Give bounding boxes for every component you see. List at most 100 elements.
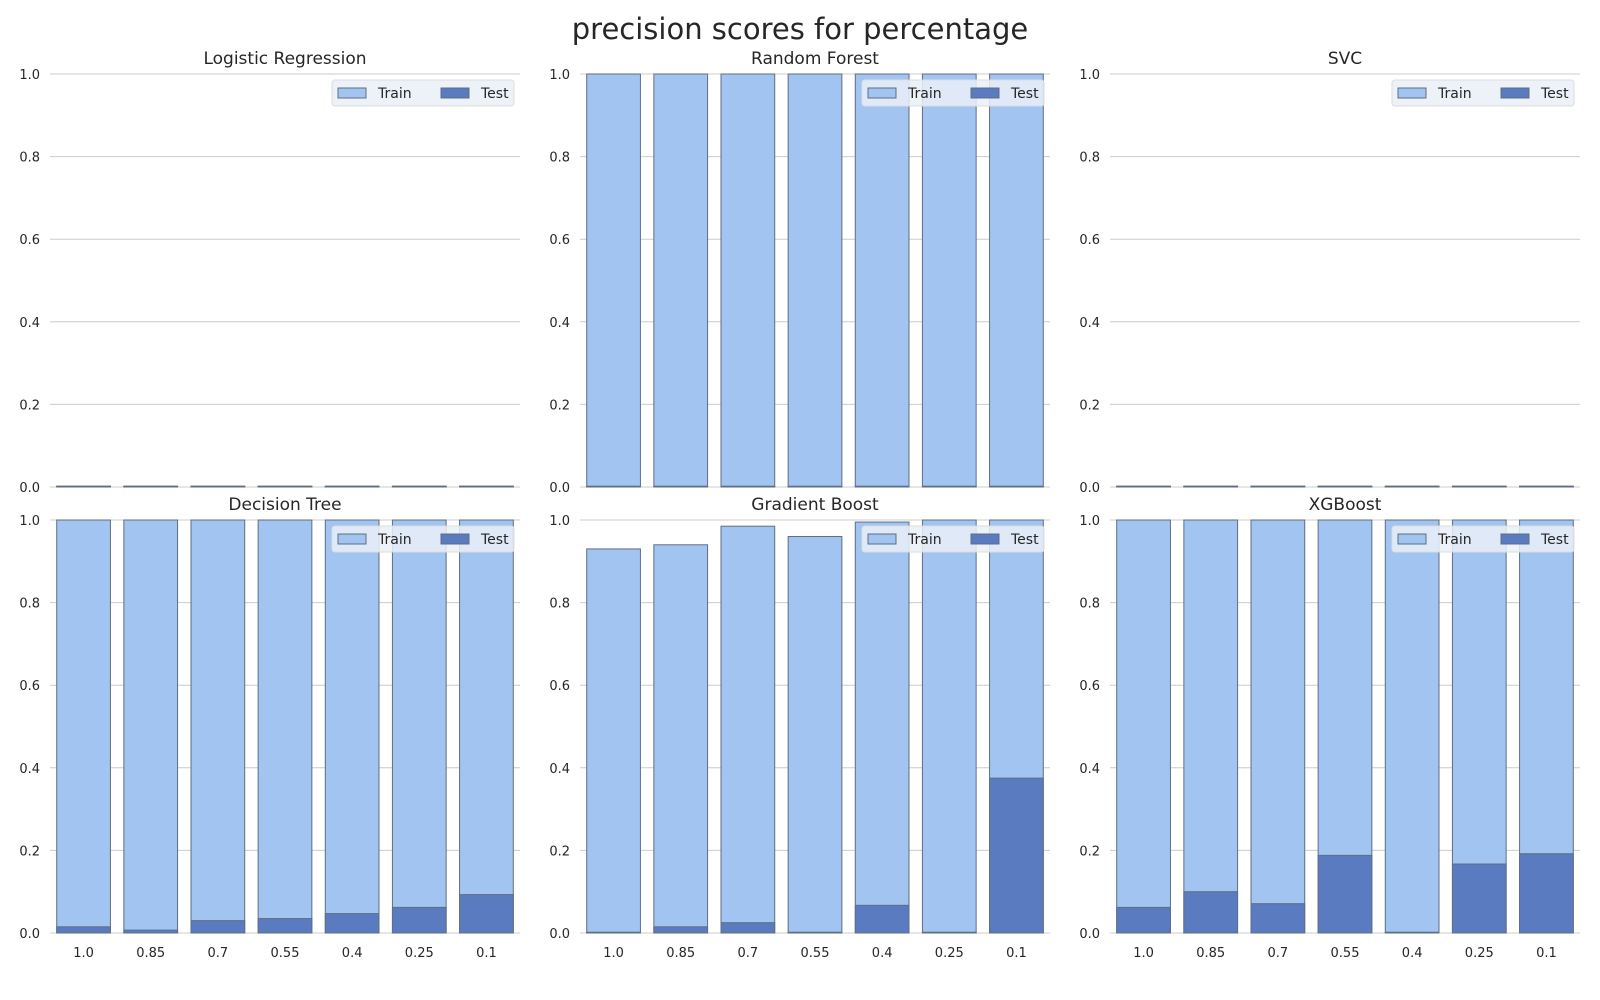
bar-test-0.55 [1317, 854, 1373, 934]
y-tick-label: 0.2 [549, 844, 570, 859]
subplot-logistic-regression: 0.0 0.2 0.4 0.6 0.8 1.0 Logistic Regression Tra… [19, 49, 520, 496]
bar-test-0.25 [921, 931, 977, 934]
subplot-title: Decision Tree [228, 495, 341, 515]
bar-train-1.0 [586, 73, 641, 488]
bar-test-0.1 [1519, 485, 1574, 488]
x-tick-label: 0.55 [271, 946, 300, 961]
legend: Train Test [861, 79, 1045, 107]
y-tick-label: 0.8 [549, 597, 570, 612]
y-tick-label: 0.8 [549, 151, 570, 166]
bar-test-0.4 [1384, 931, 1440, 934]
bar-test-0.7 [190, 920, 246, 934]
x-tick-label: 0.1 [476, 946, 497, 961]
bar-train-0.55 [257, 519, 313, 934]
subplot-svc: 0.0 0.2 0.4 0.6 0.8 1.0 SVC Train Test [1079, 49, 1580, 496]
bar-train-0.25 [921, 519, 977, 934]
bar-test-1.0 [1116, 906, 1171, 934]
x-tick-label: 0.85 [1196, 946, 1225, 961]
bar-train-0.4 [854, 521, 910, 934]
subplot-title: Random Forest [751, 49, 879, 69]
bar-train-0.7 [190, 519, 246, 934]
subplot-decision-tree: 0.0 0.2 0.4 0.6 0.8 1.0 1.0 0.85 0.7 0.55 0.4 0.25 0… [19, 495, 520, 961]
bar-test-0.25 [921, 485, 977, 488]
legend-label-test: Test [1010, 532, 1039, 548]
bar-train-0.25 [921, 73, 977, 488]
y-tick-label: 1.0 [1079, 514, 1100, 529]
y-tick-label: 0.6 [549, 679, 570, 694]
legend-label-train: Train [1437, 532, 1472, 548]
x-tick-label: 0.7 [1268, 946, 1289, 961]
bar-train-0.4 [324, 519, 380, 934]
bar-train-0.4 [854, 73, 910, 488]
x-tick-label: 0.85 [136, 946, 165, 961]
x-tick-label: 0.4 [1402, 946, 1423, 961]
bar-test-0.4 [1384, 485, 1440, 488]
bar-test-0.4 [324, 485, 380, 488]
bar-test-1.0 [586, 485, 641, 488]
bar-test-0.85 [1183, 891, 1239, 934]
x-tick-label: 0.1 [1006, 946, 1027, 961]
y-tick-label: 0.2 [1079, 844, 1100, 859]
bar-test-0.1 [989, 777, 1044, 934]
legend-label-test: Test [1540, 86, 1569, 102]
subplot-xgboost: 0.0 0.2 0.4 0.6 0.8 1.0 1.0 0.85 0.7 0.55 0.4 0.25 0… [1079, 495, 1580, 961]
x-tick-label: 0.55 [1331, 946, 1360, 961]
bar-test-0.85 [653, 485, 709, 488]
y-tick-label: 1.0 [1079, 68, 1100, 83]
legend: Train Test [331, 79, 515, 107]
subplot-title: SVC [1328, 49, 1362, 69]
y-tick-label: 0.4 [19, 762, 40, 777]
subplot-gradient-boost: 0.0 0.2 0.4 0.6 0.8 1.0 1.0 0.85 0.7 0.55 0.4 0.25 0… [549, 495, 1050, 961]
bar-test-0.55 [787, 485, 843, 488]
legend-label-train: Train [1437, 86, 1472, 102]
bar-train-0.1 [459, 519, 514, 934]
y-tick-label: 0.8 [19, 597, 40, 612]
y-tick-label: 0.0 [1079, 927, 1100, 942]
legend-box [861, 525, 1045, 553]
x-tick-label: 1.0 [603, 946, 624, 961]
y-tick-label: 0.0 [19, 927, 40, 942]
bar-test-1.0 [56, 926, 111, 934]
y-tick-label: 0.4 [549, 762, 570, 777]
x-tick-label: 0.55 [801, 946, 830, 961]
legend-label-train: Train [907, 86, 942, 102]
bar-test-0.1 [459, 485, 514, 488]
y-tick-label: 0.2 [1079, 398, 1100, 413]
legend-label-train: Train [377, 86, 412, 102]
y-tick-label: 0.2 [19, 398, 40, 413]
legend-label-test: Test [1010, 86, 1039, 102]
y-tick-label: 0.6 [1079, 233, 1100, 248]
bar-train-0.7 [1250, 519, 1306, 934]
y-tick-label: 1.0 [19, 68, 40, 83]
bar-test-0.85 [653, 926, 709, 934]
legend-swatch-train [1397, 87, 1427, 99]
y-tick-label: 0.6 [1079, 679, 1100, 694]
legend-box [1391, 79, 1575, 107]
bar-test-1.0 [56, 485, 111, 488]
legend-label-test: Test [480, 86, 509, 102]
y-tick-label: 0.8 [1079, 151, 1100, 166]
legend-label-test: Test [480, 532, 509, 548]
y-tick-label: 0.4 [1079, 762, 1100, 777]
bar-test-0.4 [854, 904, 910, 934]
bar-test-0.7 [1250, 485, 1306, 488]
y-tick-label: 0.6 [19, 233, 40, 248]
bar-train-0.7 [720, 525, 776, 934]
legend: Train Test [1391, 79, 1575, 107]
y-tick-label: 0.4 [549, 316, 570, 331]
bar-test-0.1 [989, 485, 1044, 488]
bar-test-0.7 [190, 485, 246, 488]
chart-suptitle: precision scores for percentage [571, 12, 1029, 46]
bar-train-0.85 [653, 73, 709, 488]
x-tick-label: 0.25 [405, 946, 434, 961]
x-tick-label: 0.7 [738, 946, 759, 961]
subplot-title: XGBoost [1309, 495, 1382, 515]
bar-test-0.4 [324, 913, 380, 934]
y-tick-label: 0.6 [19, 679, 40, 694]
y-tick-label: 1.0 [549, 68, 570, 83]
bar-test-0.55 [1317, 485, 1373, 488]
x-tick-label: 1.0 [73, 946, 94, 961]
bar-train-0.25 [391, 519, 447, 934]
bar-test-0.85 [123, 485, 179, 488]
